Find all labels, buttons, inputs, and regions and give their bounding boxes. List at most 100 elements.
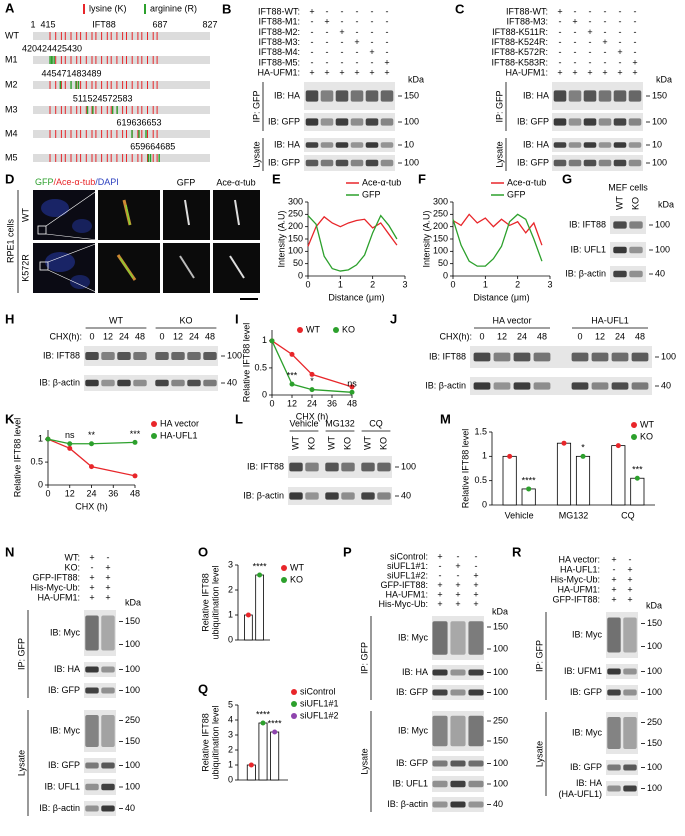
blot-band: [432, 801, 448, 808]
blot-band: [133, 379, 147, 387]
condition-sign: -: [604, 27, 607, 37]
significance: ****: [253, 561, 268, 571]
condition-sign: +: [617, 47, 622, 57]
condition-label: IFT88-M4:: [258, 47, 300, 57]
condition-sign: -: [386, 17, 389, 27]
protein-bar: [33, 81, 210, 89]
bar: [630, 477, 645, 506]
blot-band: [101, 379, 115, 387]
blot-label: IB: Myc: [398, 725, 429, 735]
data-point: [257, 572, 263, 578]
construct-label: WT: [5, 30, 19, 40]
lane-label: 24: [119, 331, 129, 341]
panel-label: L: [235, 411, 243, 426]
significance: **: [88, 430, 96, 440]
cilium: [125, 204, 131, 226]
blot-band: [365, 159, 379, 167]
y-tick-label: 0: [228, 634, 233, 644]
condition-label: siControl:: [390, 551, 428, 561]
blot-sublabel: (HA-UFL1): [558, 789, 602, 799]
condition-sign: -: [311, 27, 314, 37]
data-point: [132, 439, 138, 445]
zoom-box: [39, 261, 49, 271]
legend-label: HA vector: [160, 418, 199, 428]
condition-sign: -: [386, 37, 389, 47]
blot-band: [628, 142, 642, 148]
blot-band: [533, 352, 551, 362]
blot-label: IB: HA: [274, 139, 300, 149]
series-line: [271, 340, 353, 388]
size-marker: 150: [125, 736, 140, 746]
condition-label: IFT88-WT:: [258, 6, 300, 16]
blot-band: [568, 90, 582, 102]
condition-label: HA-UFM1:: [386, 589, 429, 599]
site-label: 420: [22, 43, 37, 53]
condition-sign: +: [105, 592, 110, 602]
blot-band: [629, 270, 643, 278]
blot-label: IB: GFP: [396, 687, 428, 697]
blot-band: [380, 142, 394, 148]
panel-label: H: [5, 311, 14, 326]
legend-swatch: [333, 327, 339, 333]
condition-sign: +: [89, 582, 94, 592]
condition-label: GFP-IFT88:: [380, 580, 428, 590]
condition-sign: +: [105, 572, 110, 582]
blot-band: [320, 118, 334, 126]
panel-label: R: [512, 544, 522, 559]
site-label: 572: [103, 93, 118, 103]
condition-sign: +: [455, 561, 460, 571]
condition-sign: +: [309, 6, 314, 16]
y-tick-label: 50: [293, 258, 303, 268]
blot-label: IB: HA: [523, 90, 549, 100]
condition-sign: +: [455, 599, 460, 609]
condition-label: HA-UFM1:: [558, 584, 601, 594]
x-tick-label: 1: [483, 279, 488, 289]
blot-membrane: [84, 779, 116, 795]
blot-band: [607, 689, 621, 696]
condition-sign: -: [619, 27, 622, 37]
lane-label: 48: [537, 331, 547, 341]
row-label: K572R: [20, 254, 30, 282]
y-tick-label: 0: [298, 270, 303, 280]
condition-sign: -: [634, 37, 637, 47]
panel-label: B: [222, 1, 231, 16]
bar: [556, 442, 572, 506]
blot-band: [365, 142, 379, 148]
blot-band: [380, 90, 394, 102]
lane-label: 0: [479, 331, 484, 341]
blot-label: IB: Myc: [398, 632, 429, 642]
condition-sign: +: [89, 572, 94, 582]
legend-label: GFP: [362, 189, 381, 199]
lane-label: 12: [103, 331, 113, 341]
condition-sign: -: [574, 27, 577, 37]
blot-label: IB: GFP: [570, 762, 602, 772]
blot-label: IB: GFP: [268, 157, 300, 167]
condition-label: IFT88-K583R:: [491, 57, 548, 67]
blot-band: [613, 246, 627, 254]
blot-band: [350, 159, 364, 167]
condition-label: HA vector:: [558, 554, 600, 564]
panel-label: I: [235, 311, 239, 326]
residue-position: 415: [40, 19, 55, 29]
blot-band: [450, 689, 466, 696]
group-label: Lysate: [534, 741, 544, 767]
blot-band: [335, 90, 349, 102]
condition-sign: +: [105, 562, 110, 572]
blot-band: [628, 90, 642, 102]
kda-label: kDa: [656, 74, 672, 84]
blot-band: [85, 783, 99, 791]
blot-band: [350, 118, 364, 126]
condition-label: IFT88-WT:: [506, 6, 548, 16]
y-tick-label: 100: [433, 246, 448, 256]
x-tick-label: 0: [45, 488, 50, 498]
condition-sign: -: [613, 564, 616, 574]
blot-membrane: [606, 760, 638, 775]
series-line: [271, 340, 353, 393]
condition-sign: -: [559, 37, 562, 47]
blot-band: [85, 762, 99, 769]
y-tick-label: 0: [38, 479, 43, 489]
size-marker: 100: [655, 219, 670, 229]
size-marker: 40: [493, 799, 503, 809]
significance: ***: [632, 465, 643, 475]
lane-group-label: HA-UFL1: [591, 315, 629, 325]
